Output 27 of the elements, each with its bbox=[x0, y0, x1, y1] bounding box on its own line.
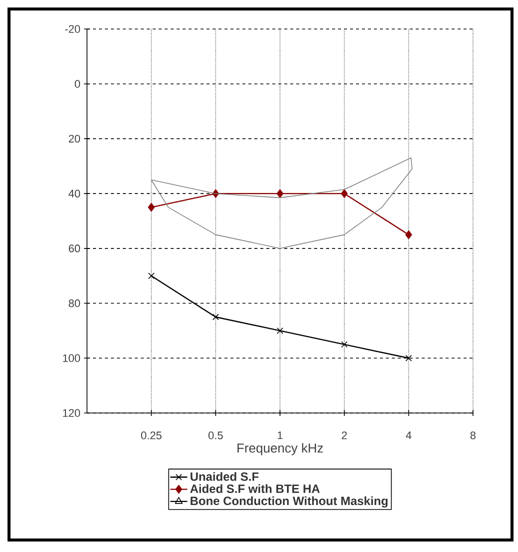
x-tick-label: 2 bbox=[342, 432, 347, 440]
point bbox=[148, 202, 155, 212]
x-tick-label: 0.25 bbox=[141, 432, 162, 440]
y-tick-label: 100 bbox=[63, 354, 80, 362]
x-tick-label: 1 bbox=[278, 432, 283, 440]
y-tick-label: 60 bbox=[68, 244, 80, 252]
point bbox=[340, 189, 348, 198]
y-tick-label: 40 bbox=[68, 190, 80, 198]
x-tick-label: 0.5 bbox=[208, 432, 223, 440]
x-tick-label: 8 bbox=[470, 432, 476, 440]
point bbox=[405, 354, 412, 362]
y-tick-label: 80 bbox=[68, 299, 80, 308]
point bbox=[148, 272, 155, 280]
y-tick-label: -20 bbox=[65, 25, 80, 33]
x-axis-title: Frequency kHz bbox=[238, 443, 323, 456]
point bbox=[276, 189, 284, 198]
point bbox=[341, 341, 348, 348]
legend-label: Bone Conduction Without Masking bbox=[190, 496, 388, 508]
legend-label: Unaided S.F bbox=[190, 472, 259, 481]
x-tick-label: 4 bbox=[406, 432, 412, 440]
legend-label: Aided S.F with BTE HA bbox=[190, 484, 320, 493]
y-tick-label: 0 bbox=[74, 80, 80, 88]
point bbox=[405, 230, 412, 240]
point bbox=[276, 327, 284, 334]
y-tick-label: 120 bbox=[63, 409, 80, 417]
y-tick-label: 20 bbox=[68, 134, 80, 143]
point bbox=[212, 314, 219, 320]
